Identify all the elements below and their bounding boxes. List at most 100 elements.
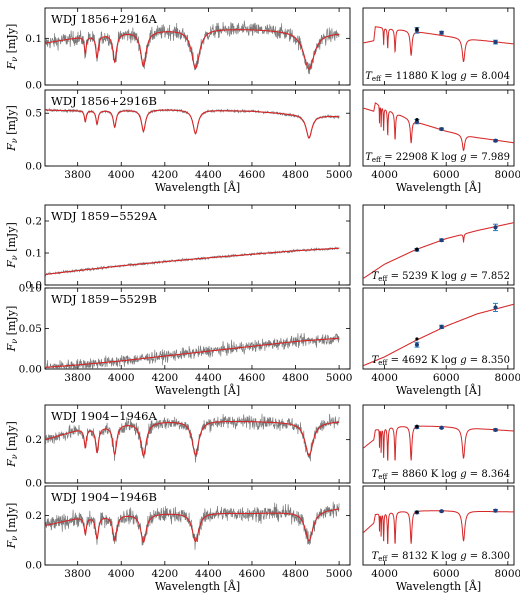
model-sed-line <box>363 102 514 152</box>
synthetic-photometry-point <box>493 305 498 310</box>
fit-parameters-label: Teff = 5239 K log g = 7.852 <box>372 271 510 283</box>
synthetic-photometry-point <box>439 324 444 329</box>
fit-parameters-label: Teff = 8860 K log g = 8.364 <box>372 469 510 481</box>
spectrum-1-xtick-label: 5000 <box>326 169 353 181</box>
sed-5-xtick-label: 4000 <box>371 568 398 580</box>
sed-5-frame <box>362 485 515 566</box>
star-name-label: WDJ 1859−5529B <box>51 292 157 306</box>
synthetic-photometry-point <box>439 509 444 514</box>
observed-spectrum-line <box>45 501 340 550</box>
spectrum-1-xtick-label: 3800 <box>64 169 91 181</box>
synthetic-photometry-point <box>439 30 444 35</box>
spectrum-3-xtick-label: 5000 <box>326 372 353 384</box>
y-axis-label: Fν [mJy] <box>5 222 19 269</box>
spectrum-1-xtick-label: 4600 <box>239 169 266 181</box>
spectrum-panel-0: 0.0 0.1 WDJ 1856+2916A Fν [mJy] <box>5 7 351 92</box>
x-axis-label: Wavelength [Å] <box>396 579 481 593</box>
observed-photometry-point <box>415 27 419 31</box>
model-spectrum-line <box>45 337 340 368</box>
spectrum-3-xtick-label: 4200 <box>151 372 178 384</box>
spectrum-2-ytick-label: 0.2 <box>25 216 42 228</box>
star-name-label: WDJ 1856+2916B <box>51 94 157 108</box>
sed-1-xtick-label: 6000 <box>433 169 460 181</box>
star-name-label: WDJ 1859−5529A <box>51 209 157 223</box>
observed-photometry-point <box>415 337 419 341</box>
spectrum-5-xtick-label: 4600 <box>239 568 266 580</box>
spectrum-3-xtick-label: 3800 <box>64 372 91 384</box>
spectrum-1-xtick-label: 4400 <box>195 169 222 181</box>
model-spectrum-line <box>45 420 340 457</box>
model-spectrum-line <box>45 29 340 70</box>
spectrum-2-ytick-label: 0.0 <box>25 280 42 292</box>
sed-panel-2: Teff = 5239 K log g = 7.852 <box>362 204 515 286</box>
observed-spectrum-line <box>45 413 340 463</box>
x-axis-label: Wavelength [Å] <box>155 180 240 194</box>
spectrum-panel-3: 3800 4000 4200 4400 4600 4800 5000 0.00 0.05 0.10… <box>5 283 352 398</box>
spectrum-1-xtick-label: 4000 <box>108 169 135 181</box>
spectrum-5-xtick-label: 4400 <box>195 568 222 580</box>
observed-photometry-point <box>415 510 419 514</box>
x-axis-label: Wavelength [Å] <box>155 383 240 397</box>
sed-1-frame <box>362 89 515 167</box>
sed-4-frame <box>362 404 515 484</box>
x-axis-label: Wavelength [Å] <box>155 579 240 593</box>
model-sed-line <box>363 303 514 367</box>
spectrum-5-xtick-label: 3800 <box>64 568 91 580</box>
synthetic-photometry-point <box>439 238 444 243</box>
spectrum-1-xtick-label: 4800 <box>282 169 309 181</box>
synthetic-photometry-point <box>439 425 444 430</box>
spectrum-3-xtick-label: 4000 <box>108 372 135 384</box>
sed-3-xtick-label: 4000 <box>371 372 398 384</box>
sed-3-frame <box>362 287 515 370</box>
star-name-label: WDJ 1904−1946A <box>51 409 157 423</box>
fit-parameters-label: Teff = 4692 K log g = 8.350 <box>372 355 510 367</box>
synthetic-photometry-point <box>493 138 498 143</box>
synthetic-photometry-point <box>493 39 498 45</box>
sed-3-xtick-label: 6000 <box>433 372 460 384</box>
spectrum-2-ytick-label: 0.1 <box>25 248 42 260</box>
fit-parameters-label: Teff = 8132 K log g = 8.300 <box>372 551 510 563</box>
y-axis-label: Fν [mJy] <box>5 105 19 152</box>
spectrum-3-xtick-label: 4400 <box>195 372 222 384</box>
spectrum-3-xtick-label: 4600 <box>239 372 266 384</box>
synthetic-photometry-point <box>414 342 420 347</box>
sed-panel-0: Teff = 11880 K log g = 8.004 <box>362 7 515 86</box>
x-axis-label: Wavelength [Å] <box>396 180 481 194</box>
sed-5-xtick-label: 6000 <box>433 568 460 580</box>
observed-photometry-point <box>415 247 419 251</box>
sed-panel-3: 4000 6000 8000 Teff = 4692 K log g = 8.350 W… <box>362 287 520 397</box>
spectrum-panel-5: 3800 4000 4200 4400 4600 4800 5000 0.0 0.2 WDJ 19… <box>5 485 353 593</box>
spectrum-5-xtick-label: 5000 <box>326 568 353 580</box>
observed-photometry-point <box>415 424 419 428</box>
synthetic-photometry-point <box>493 225 498 230</box>
model-spectrum-line <box>45 508 340 543</box>
spectrum-3-xtick-label: 4800 <box>282 372 309 384</box>
sed-3-xtick-label: 8000 <box>494 372 520 384</box>
sed-1-xtick-label: 4000 <box>371 169 398 181</box>
spectrum-panel-2: 0.0 0.1 0.2 WDJ 1859−5529A Fν [mJy] <box>5 204 351 292</box>
synthetic-photometry-point <box>493 508 498 513</box>
model-spectrum-line <box>45 109 340 139</box>
synthetic-photometry-point <box>493 427 498 433</box>
spectrum-1-frame <box>44 89 351 167</box>
spectrum-5-ytick-label: 0.0 <box>25 560 42 572</box>
spectrum-5-xtick-label: 4800 <box>282 568 309 580</box>
spectrum-0-ytick-label: 0.1 <box>25 33 42 45</box>
observed-spectrum-line <box>45 107 340 139</box>
spectrum-4-ytick-label: 0.2 <box>25 434 42 446</box>
model-sed-line <box>363 510 514 544</box>
spectrum-panel-1: 3800 4000 4200 4400 4600 4800 5000 0.0 0.5 WDJ 18… <box>5 89 353 194</box>
x-axis-label: Wavelength [Å] <box>396 383 481 397</box>
sed-panel-1: 4000 6000 8000 Teff = 22908 K log g = 7.989… <box>362 89 520 194</box>
sed-0-frame <box>362 7 515 86</box>
spectrum-0-frame <box>44 7 351 86</box>
model-spectrum-line <box>45 247 340 275</box>
y-axis-label: Fν [mJy] <box>5 306 19 353</box>
spectrum-1-xtick-label: 4200 <box>151 169 178 181</box>
fit-parameters-label: Teff = 22908 K log g = 7.989 <box>365 152 510 164</box>
spectrum-3-ytick-label: 0.00 <box>19 364 42 376</box>
sed-panel-4: Teff = 8860 K log g = 8.364 <box>362 404 515 484</box>
observed-spectrum-line <box>45 20 340 75</box>
spectrum-1-ytick-label: 0.0 <box>25 161 42 173</box>
